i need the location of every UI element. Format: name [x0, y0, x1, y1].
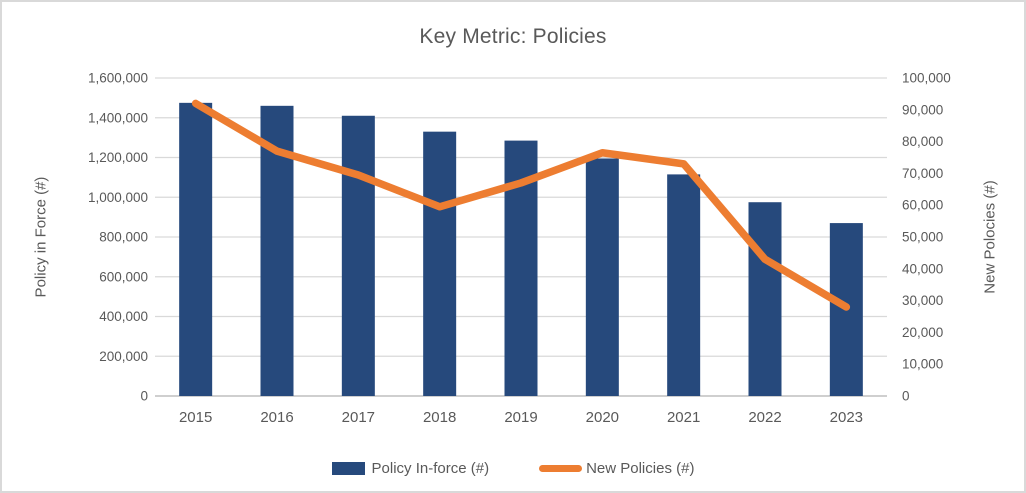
bar-2020: [585, 158, 619, 396]
right-axis-tick-label: 70,000: [902, 166, 943, 181]
left-axis-tick-label: 0: [140, 389, 148, 404]
left-axis-tick-label: 800,000: [99, 230, 148, 245]
left-axis-tick-label: 1,400,000: [88, 110, 148, 125]
x-axis-label-2022: 2022: [748, 409, 781, 426]
right-axis-tick-label: 100,000: [902, 71, 951, 86]
x-axis-label-2017: 2017: [342, 409, 375, 426]
chart-title: Key Metric: Policies: [419, 25, 607, 48]
legend-item-policy-in-force: Policy In-force (#): [331, 460, 490, 477]
bar-series-swatch-icon: [331, 462, 365, 475]
left-axis-tick-label: 1,600,000: [88, 71, 148, 86]
bar-2021: [667, 174, 701, 396]
x-axis-label-2016: 2016: [260, 409, 293, 426]
bar-2018: [423, 131, 457, 396]
legend-item-new-policies: New Policies (#): [539, 460, 694, 477]
right-axis-tick-label: 60,000: [902, 198, 943, 213]
right-axis-tick-label: 40,000: [902, 261, 943, 276]
right-axis-tick-label: 0: [902, 389, 910, 404]
left-axis-tick-label: 400,000: [99, 309, 148, 324]
left-axis-tick-label: 600,000: [99, 269, 148, 284]
right-axis-tick-label: 80,000: [902, 134, 943, 149]
right-axis-tick-label: 90,000: [902, 102, 943, 117]
left-axis-tick-label: 1,000,000: [88, 190, 148, 205]
x-axis-label-2023: 2023: [830, 409, 863, 426]
right-axis-tick-label: 50,000: [902, 230, 943, 245]
x-axis-label-2019: 2019: [504, 409, 537, 426]
left-axis-tick-label: 200,000: [99, 349, 148, 364]
bar-2022: [748, 202, 782, 396]
bar-2015: [179, 102, 213, 396]
legend-label-policy-in-force: Policy In-force (#): [371, 460, 490, 477]
right-axis-tick-label: 10,000: [902, 357, 943, 372]
legend: Policy In-force (#) New Policies (#): [2, 460, 1024, 477]
right-axis-tick-label: 30,000: [902, 293, 943, 308]
new-policies-line: [191, 99, 851, 311]
left-axis-tick-label: 1,200,000: [88, 150, 148, 165]
legend-label-new-policies: New Policies (#): [586, 460, 695, 477]
line-series-swatch-icon: [539, 465, 583, 472]
x-axis-label-2015: 2015: [179, 409, 212, 426]
x-axis-label-2020: 2020: [586, 409, 619, 426]
x-axis-label-2021: 2021: [667, 409, 700, 426]
x-axis-label-2018: 2018: [423, 409, 456, 426]
right-axis-tick-label: 20,000: [902, 325, 943, 340]
bar-2017: [341, 115, 375, 396]
